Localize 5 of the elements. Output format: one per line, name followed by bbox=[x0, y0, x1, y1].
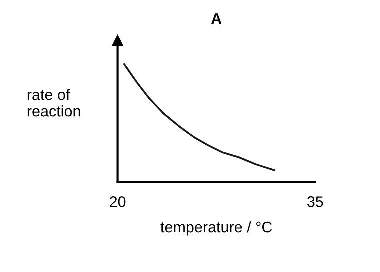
x-axis-title: temperature / °C bbox=[160, 221, 272, 236]
x-tick-label: 20 bbox=[110, 196, 126, 208]
x-tick-label: 35 bbox=[307, 196, 324, 208]
chart-title: A bbox=[211, 14, 222, 24]
y-axis-title: rate of reaction bbox=[28, 89, 80, 117]
